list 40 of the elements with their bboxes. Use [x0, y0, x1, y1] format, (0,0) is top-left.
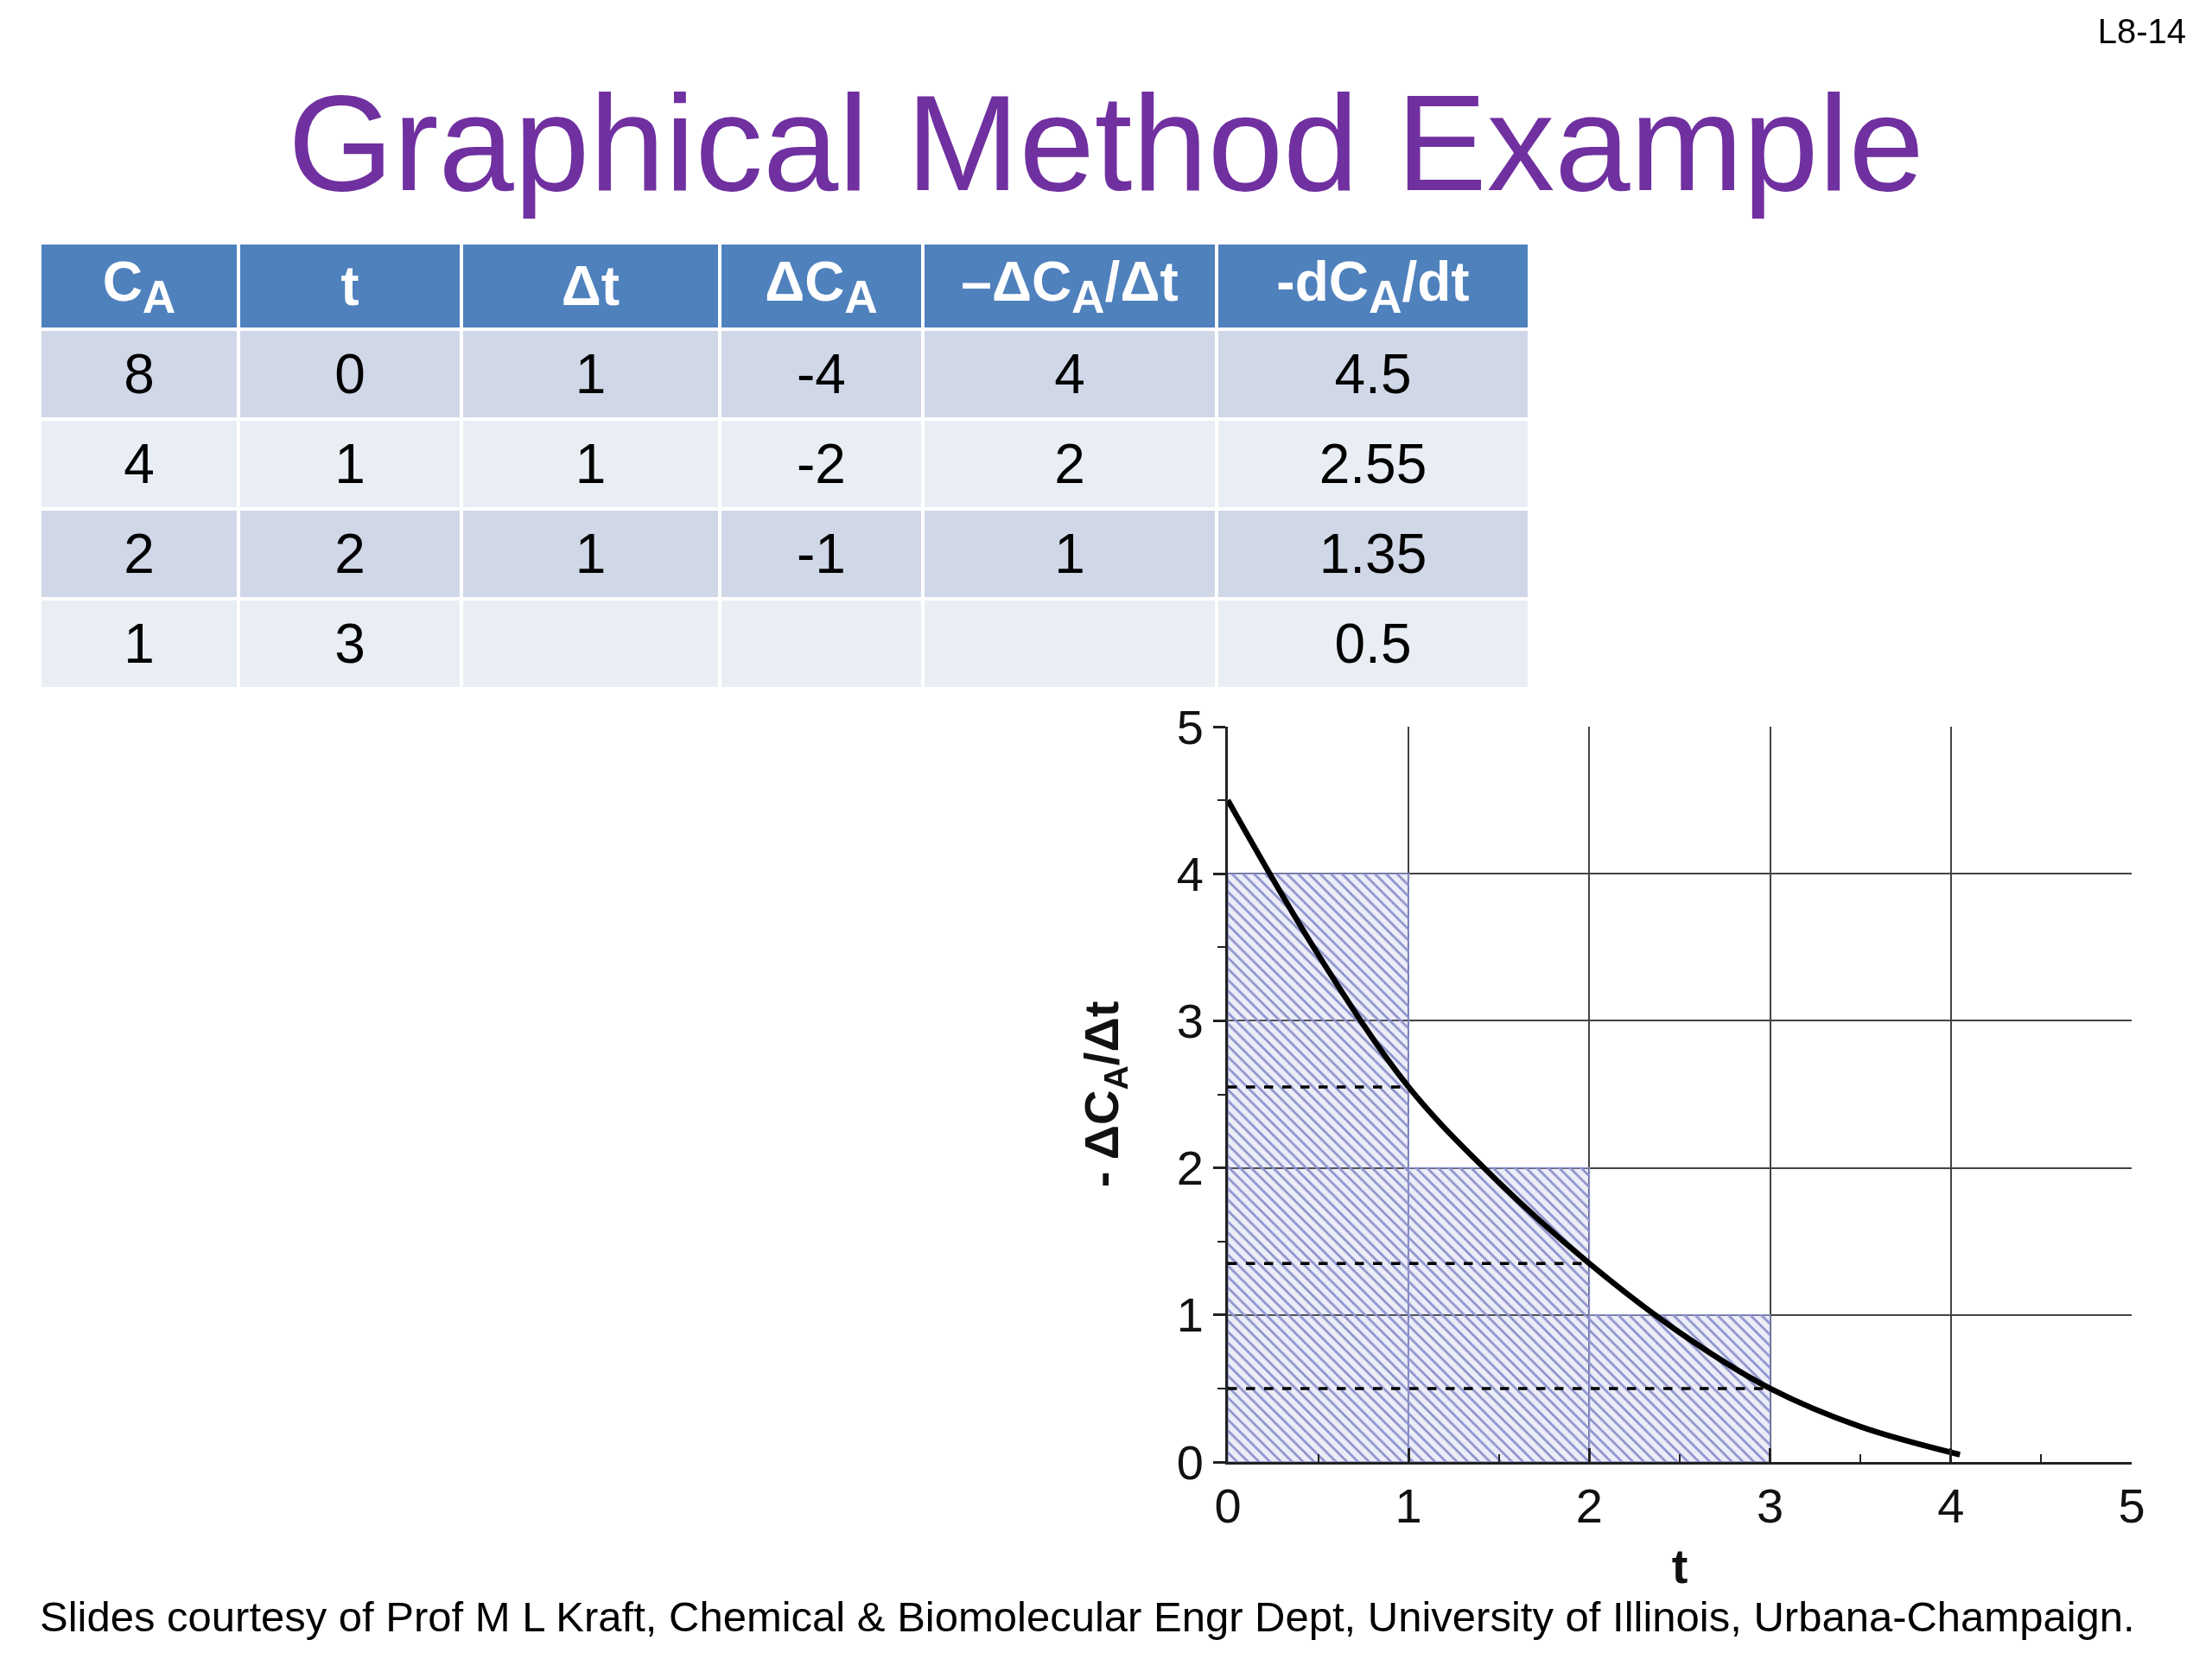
- data-label: 2: [40, 509, 238, 599]
- y-tick-label: 1: [1176, 1287, 1204, 1343]
- y-tick-label: 5: [1176, 699, 1204, 754]
- y-tick-label: 3: [1176, 994, 1204, 1048]
- data-label: 8: [40, 329, 238, 419]
- category-label: Δt: [461, 243, 720, 329]
- x-tick-label: 3: [1757, 1478, 1784, 1534]
- category-label: t: [238, 243, 461, 329]
- data-label: -2: [720, 419, 923, 509]
- x-axis-title: t: [1671, 1538, 1688, 1593]
- data-label: 1: [238, 419, 461, 509]
- data-label: 1: [461, 419, 720, 509]
- category-label: -dC$_{A}$/dt: [1217, 243, 1529, 329]
- text: Slides courtesy of Prof M L Kraft, Chemical & Biomolecular Engr Dept, University of Illinois, Urbana-Champaign.: [40, 1592, 2135, 1641]
- x-tick-label: 0: [1214, 1478, 1242, 1534]
- data-label: 1.35: [1217, 509, 1529, 599]
- data-label: 1: [461, 329, 720, 419]
- x-tick-label: 5: [2118, 1478, 2145, 1534]
- data-label: -4: [720, 329, 923, 419]
- text: Graphical Method Example: [288, 67, 1924, 220]
- data-label: 1: [40, 599, 238, 689]
- data-label: 4.5: [1217, 329, 1529, 419]
- y-tick-label: 2: [1176, 1141, 1204, 1196]
- text: L8-14: [2097, 12, 2186, 51]
- x-tick-label: 2: [1575, 1478, 1603, 1534]
- data-label: 3: [238, 599, 461, 689]
- y-tick-label: 0: [1176, 1434, 1204, 1490]
- data-label: 1: [461, 509, 720, 599]
- data-label: 0: [238, 329, 461, 419]
- data-label: 2: [238, 509, 461, 599]
- category-label: C$_{A}$: [40, 243, 238, 329]
- category-label: –ΔC$_{A}$/Δt: [923, 243, 1217, 329]
- data-label: 2.55: [1217, 419, 1529, 509]
- category-label: ΔC$_{A}$: [720, 243, 923, 329]
- x-tick-label: 4: [1937, 1478, 1965, 1534]
- data-label: -1: [720, 509, 923, 599]
- data-label: 0.5: [1217, 599, 1529, 689]
- x-tick-label: 1: [1395, 1478, 1422, 1534]
- data-label: 4: [40, 419, 238, 509]
- y-tick-label: 4: [1176, 846, 1204, 901]
